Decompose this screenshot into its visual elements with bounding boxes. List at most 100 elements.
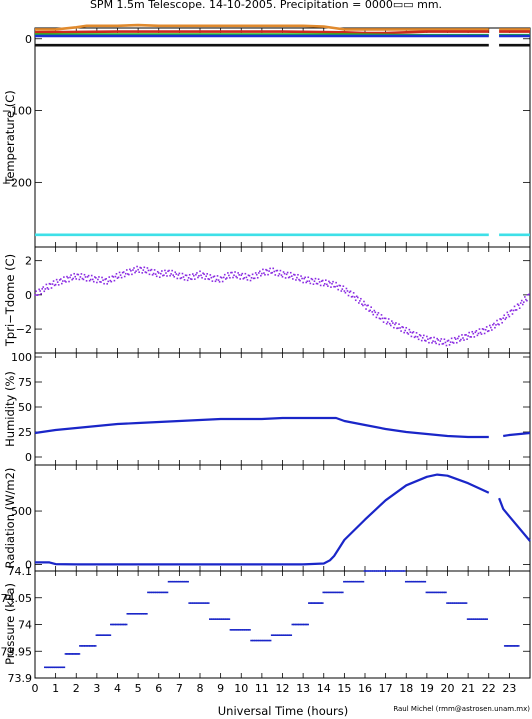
data-point bbox=[229, 277, 231, 279]
data-point bbox=[428, 341, 430, 344]
data-point bbox=[276, 269, 279, 272]
data-point bbox=[340, 290, 343, 292]
data-point bbox=[88, 279, 91, 282]
data-point bbox=[479, 331, 482, 334]
data-point bbox=[211, 280, 214, 282]
series-line-1 bbox=[34, 416, 489, 439]
y-axis-label: Radiation (W/m2) bbox=[3, 468, 17, 569]
data-point bbox=[396, 570, 400, 572]
data-point bbox=[178, 580, 181, 583]
data-point bbox=[516, 645, 520, 647]
data-point bbox=[369, 309, 371, 312]
data-point bbox=[52, 280, 55, 282]
data-point bbox=[250, 639, 253, 642]
data-point bbox=[382, 570, 385, 572]
data-point bbox=[336, 285, 338, 288]
data-point bbox=[60, 666, 64, 669]
data-point bbox=[462, 337, 464, 339]
data-point bbox=[404, 329, 407, 332]
data-point bbox=[271, 271, 273, 274]
data-point bbox=[215, 278, 218, 281]
data-point bbox=[97, 278, 99, 281]
data-point bbox=[190, 278, 193, 281]
data-point bbox=[279, 269, 282, 272]
data-point bbox=[272, 634, 276, 636]
data-point bbox=[136, 265, 138, 268]
data-point bbox=[252, 277, 255, 280]
data-point bbox=[342, 285, 345, 287]
x-tick-label: 12 bbox=[276, 682, 290, 695]
data-point bbox=[239, 278, 242, 280]
data-point bbox=[228, 274, 230, 277]
data-point bbox=[506, 645, 510, 647]
data-point bbox=[123, 623, 126, 626]
data-point bbox=[391, 320, 393, 322]
data-point bbox=[471, 330, 474, 333]
data-point bbox=[317, 278, 320, 280]
data-point bbox=[392, 570, 396, 572]
data-point bbox=[375, 316, 378, 319]
data-point bbox=[288, 276, 291, 278]
data-point bbox=[298, 623, 301, 626]
data-point bbox=[361, 303, 363, 305]
data-point bbox=[314, 277, 317, 280]
data-point bbox=[465, 334, 467, 336]
data-point bbox=[434, 340, 436, 343]
data-point bbox=[403, 331, 405, 334]
data-point bbox=[419, 334, 422, 337]
data-point bbox=[74, 653, 78, 655]
data-point bbox=[148, 273, 151, 276]
data-point bbox=[194, 278, 196, 280]
data-point bbox=[497, 323, 499, 325]
y-tick-label: 25 bbox=[18, 426, 32, 439]
data-point bbox=[444, 591, 447, 594]
data-point bbox=[345, 580, 348, 583]
x-tick-label: 2 bbox=[73, 682, 80, 695]
data-point bbox=[442, 591, 445, 594]
data-point bbox=[287, 634, 290, 636]
data-point bbox=[466, 618, 470, 620]
data-point bbox=[398, 570, 402, 572]
data-point bbox=[328, 280, 330, 283]
data-point bbox=[515, 309, 518, 311]
data-point bbox=[494, 326, 496, 329]
data-point bbox=[216, 275, 219, 277]
data-point bbox=[44, 288, 47, 290]
data-point bbox=[301, 623, 305, 626]
data-point bbox=[301, 277, 303, 280]
data-point bbox=[425, 340, 427, 342]
data-point bbox=[446, 340, 449, 342]
data-point bbox=[437, 591, 441, 594]
series-line-3 bbox=[34, 30, 489, 35]
data-point bbox=[514, 645, 517, 647]
x-tick-label: 13 bbox=[296, 682, 310, 695]
data-point bbox=[519, 302, 522, 304]
data-point bbox=[509, 310, 512, 312]
data-point bbox=[180, 580, 183, 583]
data-point bbox=[388, 322, 391, 325]
data-point bbox=[205, 275, 207, 278]
data-point bbox=[499, 318, 501, 320]
x-tick-label: 17 bbox=[379, 682, 393, 695]
data-point bbox=[296, 623, 300, 626]
data-point bbox=[344, 291, 347, 294]
y-tick-label: 75 bbox=[18, 376, 32, 389]
data-point bbox=[130, 613, 134, 615]
data-point bbox=[512, 309, 515, 312]
data-point bbox=[58, 279, 61, 281]
data-point bbox=[412, 331, 415, 333]
data-point bbox=[427, 591, 431, 594]
data-point bbox=[168, 269, 170, 272]
data-point bbox=[128, 273, 130, 276]
data-point bbox=[322, 591, 326, 594]
data-point bbox=[493, 322, 495, 325]
data-point bbox=[389, 324, 392, 327]
data-point bbox=[440, 591, 443, 594]
data-point bbox=[233, 629, 237, 631]
data-point bbox=[433, 591, 437, 594]
data-point bbox=[277, 274, 280, 277]
data-point bbox=[425, 591, 429, 594]
data-point bbox=[179, 277, 182, 280]
